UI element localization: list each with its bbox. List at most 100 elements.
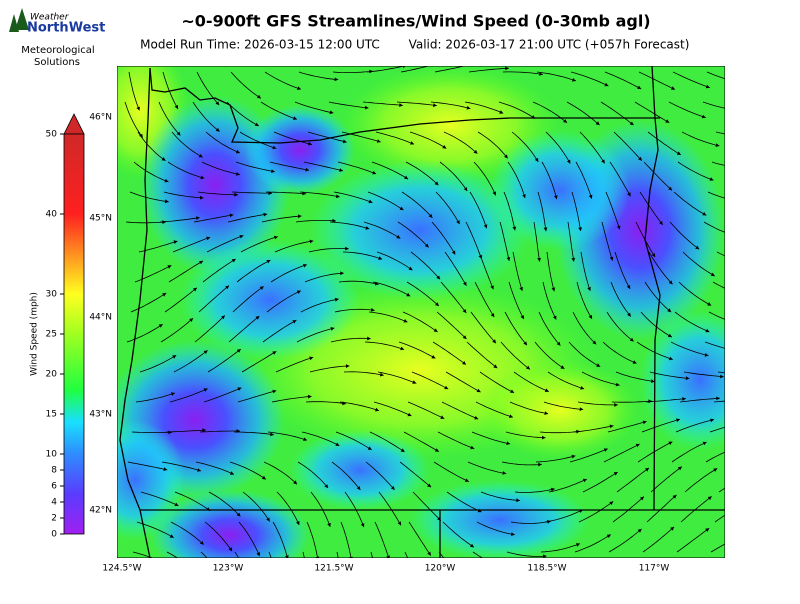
streamline [133,161,169,183]
streamline [343,371,384,376]
streamline-arrow [637,528,642,533]
streamline-arrow [400,448,405,452]
streamline [310,491,331,528]
streamline [571,191,582,232]
streamline-arrow [502,471,507,475]
streamline [639,191,664,226]
streamline-arrow [303,437,307,441]
streamline [644,281,672,313]
streamline-arrow [162,220,166,225]
streamline-arrow [614,403,618,407]
streamline [328,101,369,109]
streamline-arrow [739,445,743,449]
streamline-arrow [198,153,203,158]
streamline [272,521,288,558]
streamline-arrow [462,578,466,582]
streamline [363,221,401,239]
streamline-arrow [342,139,347,144]
speed-blob [245,105,355,195]
streamline-arrow [176,131,181,136]
streamline [330,337,371,343]
streamline [304,272,344,283]
streamline [300,298,339,313]
streamline [578,501,614,523]
streamline-arrow [197,468,201,472]
streamline-arrow [716,396,720,401]
streamline [234,431,274,436]
streamline [296,327,335,343]
streamline-arrow [576,543,580,547]
streamline-arrow [566,159,571,164]
streamline-arrow [162,293,167,297]
colorbar-tick-label: 8 [51,466,57,476]
streamline-arrow [668,441,673,445]
streamline-arrow [404,175,409,180]
streamline [168,260,204,283]
streamline [134,265,172,283]
streamline [577,401,618,406]
streamline-arrow [544,411,549,415]
borders [119,66,725,558]
streamline [647,131,682,156]
streamline [684,468,718,493]
streamline [567,221,575,262]
streamline [399,461,432,488]
streamline [237,390,277,403]
speed-blob [117,420,185,540]
streamline-arrow [741,81,745,85]
streamline [643,161,673,191]
streamline [228,315,260,343]
streamline [231,191,273,194]
streamline-arrow [492,191,496,196]
streamline-arrow [493,364,498,369]
streamline-arrow [164,178,169,183]
streamline-arrow [606,534,611,538]
streamline-arrow [547,519,551,524]
streamline [265,191,307,195]
streamline [409,131,447,149]
streamline-arrow [435,302,439,306]
streamline [160,317,194,343]
streamline-arrow [305,167,310,172]
streamline-arrow [672,494,677,499]
streamline-arrow [563,119,567,123]
streamline-arrow [403,319,408,323]
streamline-arrow [297,214,302,219]
colorbar-tick-label: 25 [46,330,57,340]
streamline [373,401,412,417]
streamline [230,71,262,99]
streamline-arrow [196,216,200,220]
streamline-arrow [339,168,343,172]
streamline-arrow [627,192,631,197]
streamline-arrow [609,424,614,429]
streamline-arrow [199,540,204,545]
streamline [401,191,433,219]
streamline [714,514,725,523]
streamline [713,400,725,403]
logo-tree [9,14,19,32]
streamline [173,350,208,373]
streamline [397,221,429,248]
streamline-arrow [492,339,496,344]
streamline [574,534,612,553]
streamline-arrow [408,266,413,271]
streamline [206,235,244,253]
streamline [476,521,515,536]
streamline-arrow [261,475,266,480]
streamline [410,251,441,280]
streamline-arrow [682,397,686,401]
streamline-arrow [256,94,261,99]
streamline [340,521,352,558]
streamline-arrow [665,119,670,123]
streamline [164,287,198,313]
streamline [306,521,319,558]
streamline [509,401,549,415]
streamline-arrow [372,170,377,175]
lat-label: 46°N [89,113,112,123]
streamline-arrow [516,498,520,503]
streamline [576,281,593,320]
streamline-arrow [750,398,754,402]
streamline-arrow [223,579,227,583]
streamline-arrow [738,108,742,112]
